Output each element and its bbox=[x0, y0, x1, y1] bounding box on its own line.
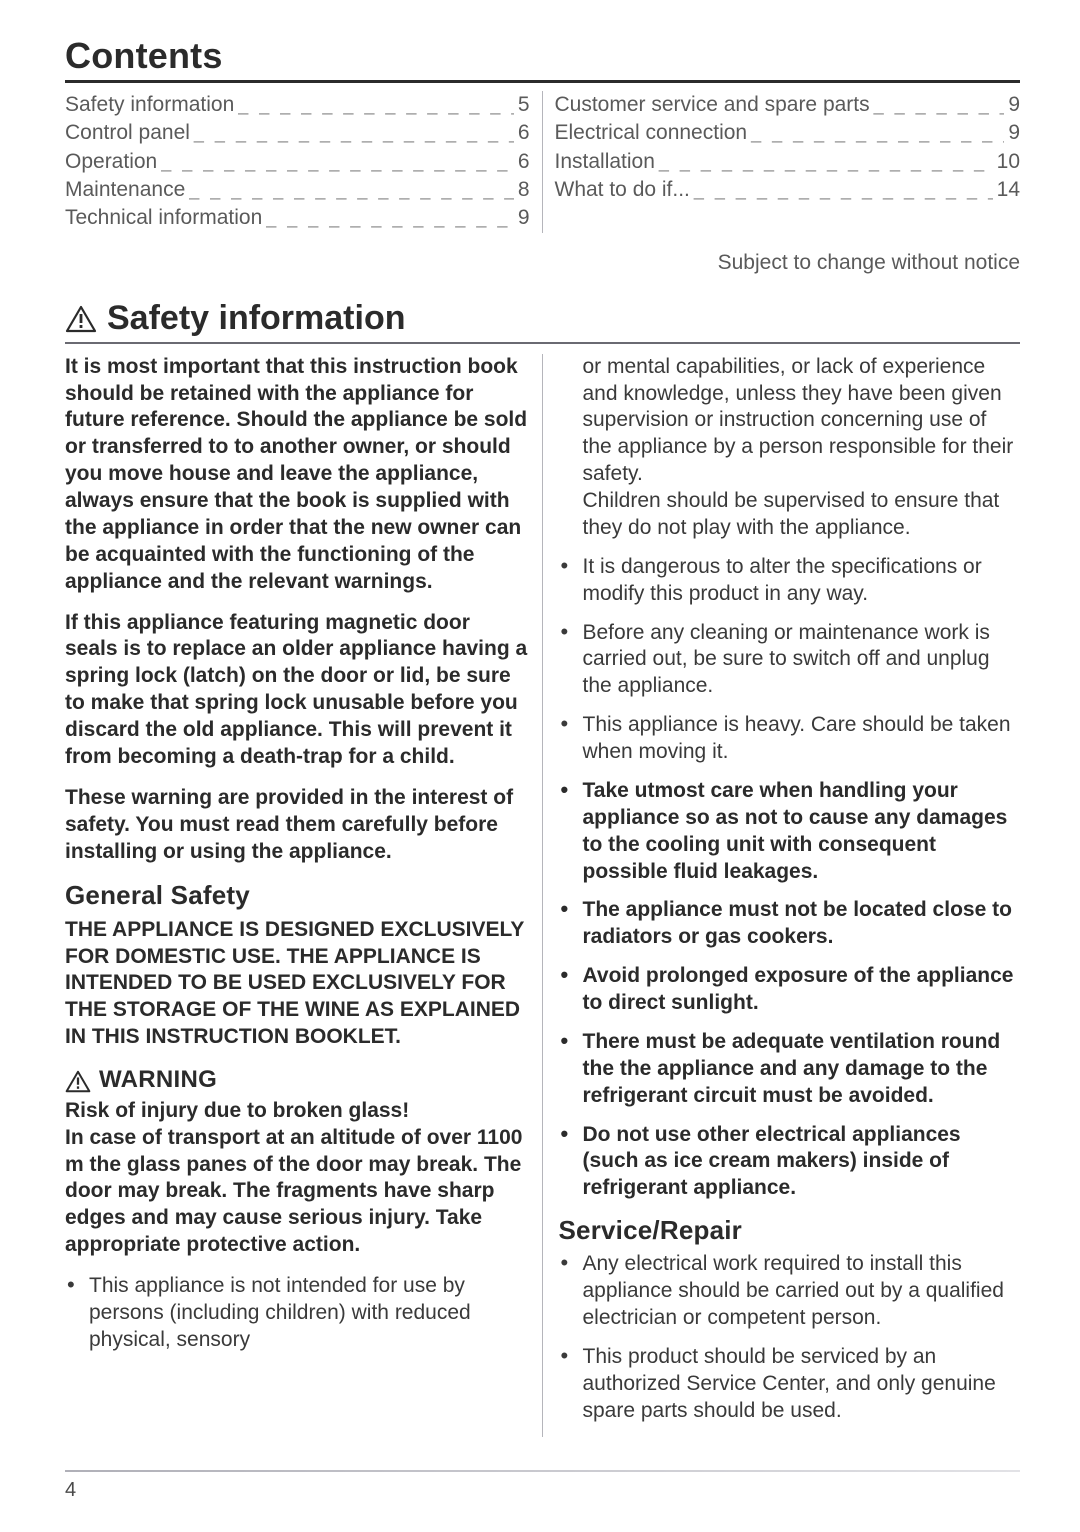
contents-heading: Contents bbox=[65, 35, 1020, 77]
toc-label: Operation bbox=[65, 148, 157, 176]
toc-row: What to do if... _ _ _ _ _ _ _ _ _ _ _ _… bbox=[555, 176, 1021, 204]
footer-rule bbox=[65, 1470, 1020, 1472]
toc-right-col: Customer service and spare parts _ _ _ _… bbox=[543, 91, 1021, 233]
warning-label-line: WARNING bbox=[65, 1065, 528, 1096]
toc-row: Maintenance _ _ _ _ _ _ _ _ _ _ _ _ _ _ … bbox=[65, 176, 530, 204]
toc-label: What to do if... bbox=[555, 176, 690, 204]
toc-page: 10 bbox=[993, 148, 1020, 176]
safety-heading-text: Safety information bbox=[107, 299, 405, 338]
toc-page: 9 bbox=[514, 204, 530, 232]
toc-row: Control panel _ _ _ _ _ _ _ _ _ _ _ _ _ … bbox=[65, 119, 530, 147]
toc-leader: _ _ _ _ _ _ _ _ _ _ _ _ _ _ _ _ _ _ _ _ … bbox=[262, 206, 514, 230]
continuation-para: or mental capabilities, or lack of exper… bbox=[559, 354, 1021, 542]
toc-row: Operation _ _ _ _ _ _ _ _ _ _ _ _ _ _ _ … bbox=[65, 148, 530, 176]
body-columns: It is most important that this instructi… bbox=[65, 354, 1020, 1437]
list-item-text: This appliance is heavy. Care should be … bbox=[583, 713, 1011, 763]
list-item-text: Take utmost care when handling your appl… bbox=[583, 779, 1008, 883]
toc-leader: _ _ _ _ _ _ _ _ _ _ _ _ _ _ _ _ _ _ _ _ … bbox=[190, 121, 514, 145]
toc-row: Technical information _ _ _ _ _ _ _ _ _ … bbox=[65, 204, 530, 232]
toc-leader: _ _ _ _ _ _ _ _ _ _ _ _ _ _ _ _ _ _ _ _ … bbox=[747, 121, 1004, 145]
right-bullet-list: It is dangerous to alter the specificati… bbox=[559, 554, 1021, 1202]
list-item: This appliance is heavy. Care should be … bbox=[559, 712, 1021, 766]
body-right-col: or mental capabilities, or lack of exper… bbox=[543, 354, 1021, 1437]
toc-label: Control panel bbox=[65, 119, 190, 147]
list-item: Take utmost care when handling your appl… bbox=[559, 778, 1021, 886]
read-warnings-para: These warning are provided in the intere… bbox=[65, 785, 528, 866]
list-item: There must be adequate ventilation round… bbox=[559, 1029, 1021, 1110]
warning-triangle-icon bbox=[65, 1070, 91, 1093]
toc-leader: _ _ _ _ _ _ _ _ _ _ _ _ _ _ _ _ _ _ _ _ … bbox=[655, 150, 993, 174]
toc-leader: _ _ _ _ _ _ _ _ _ _ _ _ _ _ _ _ _ _ _ _ … bbox=[157, 150, 514, 174]
list-item: The appliance must not be located close … bbox=[559, 897, 1021, 951]
warning-body: Risk of injury due to broken glass! In c… bbox=[65, 1098, 528, 1259]
list-item-text: Do not use other electrical appliances (… bbox=[583, 1123, 961, 1200]
list-item: Any electrical work required to install … bbox=[559, 1251, 1021, 1332]
toc-leader: _ _ _ _ _ _ _ _ _ _ _ _ _ _ _ _ _ _ _ _ … bbox=[870, 93, 1005, 117]
toc-page: 8 bbox=[514, 176, 530, 204]
list-item-text: There must be adequate ventilation round… bbox=[583, 1030, 1001, 1107]
list-item-text: The appliance must not be located close … bbox=[583, 898, 1012, 948]
toc-label: Installation bbox=[555, 148, 655, 176]
toc-left-col: Safety information _ _ _ _ _ _ _ _ _ _ _… bbox=[65, 91, 543, 233]
manual-page: Contents Safety information _ _ _ _ _ _ … bbox=[0, 0, 1080, 1532]
page-number: 4 bbox=[65, 1479, 76, 1502]
list-item-text: This product should be serviced by an au… bbox=[583, 1345, 996, 1422]
table-of-contents: Safety information _ _ _ _ _ _ _ _ _ _ _… bbox=[65, 91, 1020, 233]
retain-instructions-para: It is most important that this instructi… bbox=[65, 354, 528, 596]
warning-triangle-icon bbox=[65, 305, 97, 333]
list-item-text: Avoid prolonged exposure of the applianc… bbox=[583, 964, 1014, 1014]
toc-page: 5 bbox=[514, 91, 530, 119]
toc-row: Electrical connection _ _ _ _ _ _ _ _ _ … bbox=[555, 119, 1021, 147]
toc-page: 9 bbox=[1004, 91, 1020, 119]
list-item-text: Any electrical work required to install … bbox=[583, 1252, 1004, 1329]
toc-label: Technical information bbox=[65, 204, 262, 232]
toc-label: Customer service and spare parts bbox=[555, 91, 870, 119]
general-safety-heading: General Safety bbox=[65, 879, 528, 912]
change-notice: Subject to change without notice bbox=[65, 251, 1020, 275]
list-item-text: Before any cleaning or maintenance work … bbox=[583, 621, 990, 698]
general-safety-body: THE APPLIANCE IS DESIGNED EXCLUSIVELY FO… bbox=[65, 917, 528, 1051]
toc-leader: _ _ _ _ _ _ _ _ _ _ _ _ _ _ _ _ _ _ _ _ … bbox=[185, 178, 514, 202]
magnetic-seals-para: If this appliance featuring magnetic doo… bbox=[65, 610, 528, 771]
list-item: It is dangerous to alter the specificati… bbox=[559, 554, 1021, 608]
warning-label-text: WARNING bbox=[99, 1065, 217, 1096]
toc-page: 14 bbox=[993, 176, 1020, 204]
toc-label: Safety information bbox=[65, 91, 234, 119]
list-item-text: It is dangerous to alter the specificati… bbox=[583, 555, 982, 605]
body-left-col: It is most important that this instructi… bbox=[65, 354, 543, 1437]
list-item: This appliance is not intended for use b… bbox=[65, 1273, 528, 1354]
list-item-text: This appliance is not intended for use b… bbox=[89, 1274, 471, 1351]
service-repair-heading: Service/Repair bbox=[559, 1214, 1021, 1247]
toc-page: 6 bbox=[514, 148, 530, 176]
safety-rule bbox=[65, 342, 1020, 344]
toc-row: Customer service and spare parts _ _ _ _… bbox=[555, 91, 1021, 119]
toc-page: 9 bbox=[1004, 119, 1020, 147]
toc-row: Installation _ _ _ _ _ _ _ _ _ _ _ _ _ _… bbox=[555, 148, 1021, 176]
list-item: Do not use other electrical appliances (… bbox=[559, 1122, 1021, 1203]
safety-heading: Safety information bbox=[65, 299, 1020, 338]
list-item: This product should be serviced by an au… bbox=[559, 1344, 1021, 1425]
toc-leader: _ _ _ _ _ _ _ _ _ _ _ _ _ _ _ _ _ _ _ _ … bbox=[234, 93, 514, 117]
toc-label: Maintenance bbox=[65, 176, 185, 204]
left-bullet-list: This appliance is not intended for use b… bbox=[65, 1273, 528, 1354]
contents-rule bbox=[65, 80, 1020, 83]
toc-leader: _ _ _ _ _ _ _ _ _ _ _ _ _ _ _ _ _ _ _ _ … bbox=[690, 178, 993, 202]
toc-row: Safety information _ _ _ _ _ _ _ _ _ _ _… bbox=[65, 91, 530, 119]
list-item: Before any cleaning or maintenance work … bbox=[559, 620, 1021, 701]
toc-label: Electrical connection bbox=[555, 119, 748, 147]
toc-page: 6 bbox=[514, 119, 530, 147]
service-bullet-list: Any electrical work required to install … bbox=[559, 1251, 1021, 1424]
list-item: Avoid prolonged exposure of the applianc… bbox=[559, 963, 1021, 1017]
